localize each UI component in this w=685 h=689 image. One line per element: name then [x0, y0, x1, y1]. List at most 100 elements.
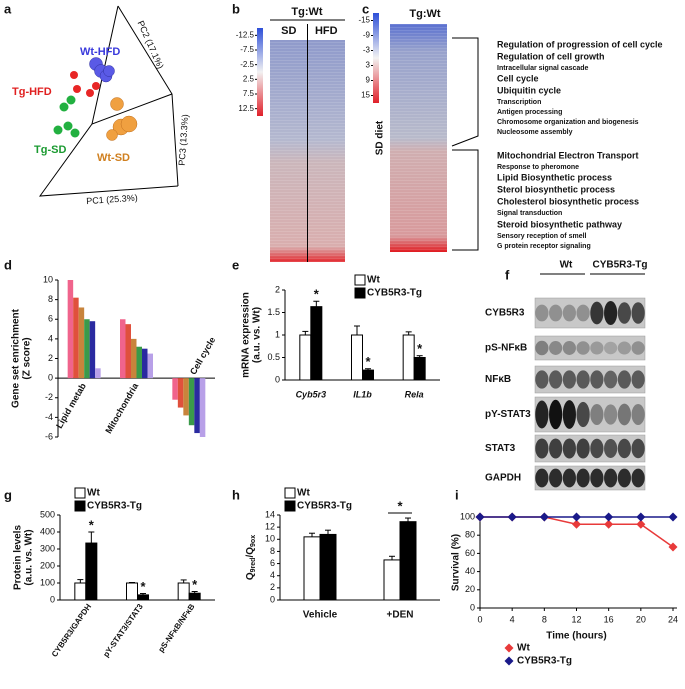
blot-band: [590, 301, 604, 325]
bracket: [451, 37, 479, 147]
bar: [136, 346, 142, 379]
blot-band: [535, 304, 549, 322]
colorbar-label: -7.5: [240, 45, 254, 54]
panel-label: d: [4, 257, 12, 272]
blot-band: [576, 370, 590, 389]
bar: [194, 378, 200, 434]
marker: [475, 512, 485, 522]
bar: [137, 594, 149, 601]
term: Regulation of cell growth: [497, 51, 605, 61]
x-tick-label: 12: [571, 614, 581, 624]
blot-band: [576, 401, 590, 428]
term: Signal transduction: [497, 210, 562, 217]
colorbar-label: -15: [358, 16, 370, 25]
colorbar-label: 7.5: [243, 89, 255, 98]
pca-box: [38, 93, 179, 197]
bar: [89, 321, 96, 379]
marker: [604, 519, 614, 529]
x-tick-label: 4: [510, 614, 515, 624]
blot-band: [617, 468, 631, 488]
y-axis-label: Q9red/Q9ox: [245, 535, 258, 580]
category-label: Rela: [405, 389, 424, 399]
term: Mitochondrial Electron Transport: [497, 150, 639, 160]
legend-label: Wt: [517, 643, 530, 654]
y-tick-label: -6: [45, 431, 53, 441]
bar: [319, 533, 337, 601]
significance: *: [365, 354, 371, 369]
blot-band: [576, 438, 590, 459]
term: Response to pheromone: [497, 164, 579, 171]
blot-band: [562, 304, 576, 322]
bar: [131, 338, 137, 379]
blot-band: [590, 404, 604, 425]
blot-band: [549, 370, 563, 389]
marker: [636, 512, 646, 522]
significance: *: [417, 341, 423, 356]
legend-swatch: [354, 287, 366, 299]
marker: [539, 512, 549, 522]
y-tick-label: 10: [43, 274, 53, 284]
bar: [67, 280, 74, 379]
category-label: IL1b: [353, 389, 372, 399]
legend-swatch: [74, 500, 86, 512]
bar: [126, 582, 138, 601]
group-label: Tg-SD: [34, 144, 66, 156]
colorbar-label: 3: [366, 61, 371, 70]
marker: [636, 519, 646, 529]
bar: [147, 353, 153, 379]
bar: [310, 306, 323, 381]
blot-band: [617, 438, 631, 459]
colorbar: [257, 28, 263, 116]
blot-band: [590, 370, 604, 389]
protein-label: STAT3: [485, 443, 516, 454]
bar: [399, 521, 417, 601]
x-tick-label: 16: [604, 614, 614, 624]
x-tick-label: 0: [477, 614, 482, 624]
legend-label: CYB5R3-Tg: [517, 656, 572, 667]
x-tick-label: 8: [542, 614, 547, 624]
blot-band: [617, 403, 631, 426]
colorbar: [373, 13, 379, 103]
marker: [507, 512, 517, 522]
y-axis-label-part: Q: [245, 572, 256, 580]
x-tick-label: 24: [668, 614, 678, 624]
group-label: Wt-HFD: [80, 46, 120, 58]
blot-band: [590, 438, 604, 459]
wt-sd-points: [106, 97, 138, 141]
term: Antigen processing: [497, 109, 562, 116]
y-tick-label: 0: [275, 374, 280, 384]
legend-label: CYB5R3-Tg: [367, 288, 422, 299]
y-axis-label-part: /Q: [245, 547, 256, 558]
bar: [73, 297, 79, 379]
y-tick-label: 20: [465, 584, 475, 594]
y-tick-label: 10: [265, 534, 275, 544]
y-tick-label: 100: [40, 577, 55, 587]
category-label: Cell cycle: [188, 335, 217, 376]
significance: *: [89, 517, 95, 532]
y-tick-label: 2: [270, 582, 275, 592]
y-tick-label: 4: [270, 570, 275, 580]
blot-band: [590, 468, 604, 488]
blot-band: [631, 341, 645, 355]
column-label: SD: [281, 25, 296, 37]
axis-label: PC2 (17.1%): [136, 19, 166, 70]
axis-label: PC3 (13.3%): [177, 114, 191, 166]
tg-hfd-points: [70, 71, 100, 97]
protein-label: NFκB: [485, 374, 511, 385]
bar: [78, 307, 85, 379]
group-label: Wt: [560, 260, 573, 271]
panel-label: a: [4, 1, 12, 16]
blot-band: [549, 341, 563, 355]
blot-band: [535, 370, 549, 389]
colorbar-label: -3: [363, 46, 371, 55]
y-tick-label: 0.5: [267, 352, 280, 362]
category-label: Mitochondria: [103, 380, 140, 435]
y-tick-label: 300: [40, 543, 55, 553]
y-axis-label: (a.u. vs. Wt): [252, 307, 263, 363]
term: Lipid Biosynthetic process: [497, 172, 612, 182]
y-tick-label: 500: [40, 509, 55, 519]
bracket: [452, 149, 479, 251]
y-axis-label: Gene set enrichment: [11, 308, 22, 408]
blot-band: [535, 468, 549, 488]
